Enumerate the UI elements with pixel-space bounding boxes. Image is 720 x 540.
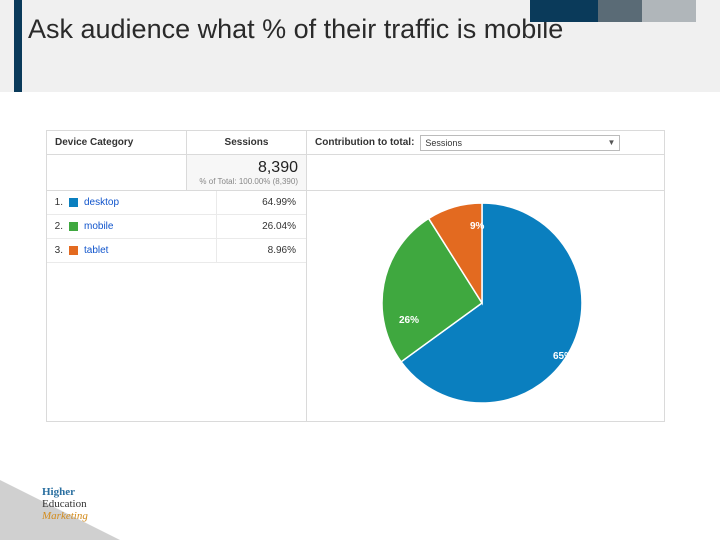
panel-body: 1. desktop64.99% 2. mobile26.04% 3. tablet8.9… xyxy=(47,191,664,421)
logo-line3: Marketing xyxy=(42,510,88,522)
contribution-select-value: Sessions xyxy=(425,138,462,148)
col-header-contribution: Contribution to total: Sessions ▼ xyxy=(307,131,664,154)
header-decor-block xyxy=(530,0,598,22)
pie-slice-label: 9% xyxy=(470,221,484,232)
device-label[interactable]: tablet xyxy=(84,245,216,256)
pie-slice-label: 26% xyxy=(399,315,419,326)
contribution-label: Contribution to total: xyxy=(315,137,414,148)
contribution-select[interactable]: Sessions ▼ xyxy=(420,135,620,151)
device-rows: 1. desktop64.99% 2. mobile26.04% 3. tablet8.9… xyxy=(47,191,307,421)
header-decor-block xyxy=(642,0,696,22)
chevron-down-icon: ▼ xyxy=(608,138,616,147)
summary-spacer-right xyxy=(307,155,664,190)
table-row[interactable]: 2. mobile26.04% xyxy=(47,215,306,239)
logo-line2: Education xyxy=(42,498,88,510)
legend-swatch xyxy=(69,246,78,255)
accent-stripe xyxy=(14,0,22,92)
summary-row: 8,390 % of Total: 100.00% (8,390) xyxy=(47,155,664,191)
table-row[interactable]: 3. tablet8.96% xyxy=(47,239,306,263)
header-decor-blocks xyxy=(530,0,696,22)
table-row[interactable]: 1. desktop64.99% xyxy=(47,191,306,215)
pie-chart-area: 65% 26% 9% xyxy=(307,191,664,421)
device-label[interactable]: mobile xyxy=(84,221,216,232)
slide-header: Ask audience what % of their traffic is … xyxy=(0,0,720,92)
col-header-sessions[interactable]: Sessions xyxy=(187,131,307,154)
col-header-device[interactable]: Device Category xyxy=(47,131,187,154)
footer-logo: Higher Education Marketing xyxy=(42,486,88,522)
pie-chart xyxy=(307,191,664,421)
row-index: 1. xyxy=(47,197,69,208)
row-percent: 64.99% xyxy=(216,191,306,214)
total-sessions-subtext: % of Total: 100.00% (8,390) xyxy=(195,177,298,186)
slide-title: Ask audience what % of their traffic is … xyxy=(28,14,588,45)
summary-spacer-left xyxy=(47,155,187,190)
legend-swatch xyxy=(69,198,78,207)
legend-swatch xyxy=(69,222,78,231)
summary-sessions-cell: 8,390 % of Total: 100.00% (8,390) xyxy=(187,155,307,190)
analytics-panel: Device Category Sessions Contribution to… xyxy=(46,130,665,422)
total-sessions-value: 8,390 xyxy=(195,159,298,177)
device-label[interactable]: desktop xyxy=(84,197,216,208)
row-index: 2. xyxy=(47,221,69,232)
row-index: 3. xyxy=(47,245,69,256)
header-decor-block xyxy=(598,0,642,22)
pie-slice-label: 65% xyxy=(553,351,573,362)
row-percent: 8.96% xyxy=(216,239,306,262)
table-header-row: Device Category Sessions Contribution to… xyxy=(47,131,664,155)
row-percent: 26.04% xyxy=(216,215,306,238)
logo-line1: Higher xyxy=(42,486,88,498)
